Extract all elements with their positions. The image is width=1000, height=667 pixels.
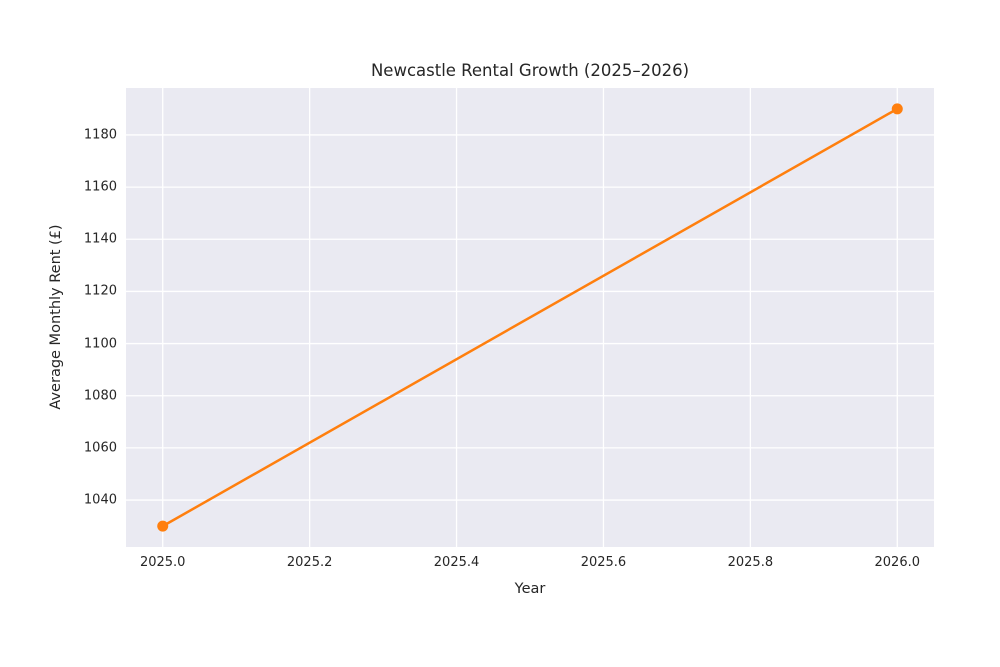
data-point (891, 103, 903, 115)
y-axis-label-text: Average Monthly Rent (£) (48, 224, 64, 410)
y-tick-label: 1060 (83, 440, 117, 456)
y-tick-label: 1140 (83, 231, 117, 247)
x-axis-label: Year (514, 581, 546, 597)
x-tick-label: 2025.4 (433, 555, 480, 570)
data-point (157, 520, 169, 532)
y-tick-label: 1040 (83, 492, 117, 508)
x-tick-label: 2025.6 (580, 555, 627, 570)
y-tick-label: 1160 (83, 179, 117, 195)
x-tick-label: 2026.0 (874, 555, 921, 570)
chart-title: Newcastle Rental Growth (2025–2026) (370, 61, 690, 80)
data-line (161, 107, 899, 528)
y-tick-label: 1080 (83, 388, 117, 404)
y-tick-label: 1120 (83, 283, 117, 299)
x-tick-label: 2025.2 (286, 555, 333, 570)
x-tick-label: 2025.0 (139, 555, 186, 570)
plot-area (126, 88, 934, 547)
y-tick-label: 1180 (83, 127, 117, 143)
line-chart-canvas (126, 88, 934, 547)
x-tick-label: 2025.8 (727, 555, 774, 570)
y-tick-label: 1100 (83, 336, 117, 352)
